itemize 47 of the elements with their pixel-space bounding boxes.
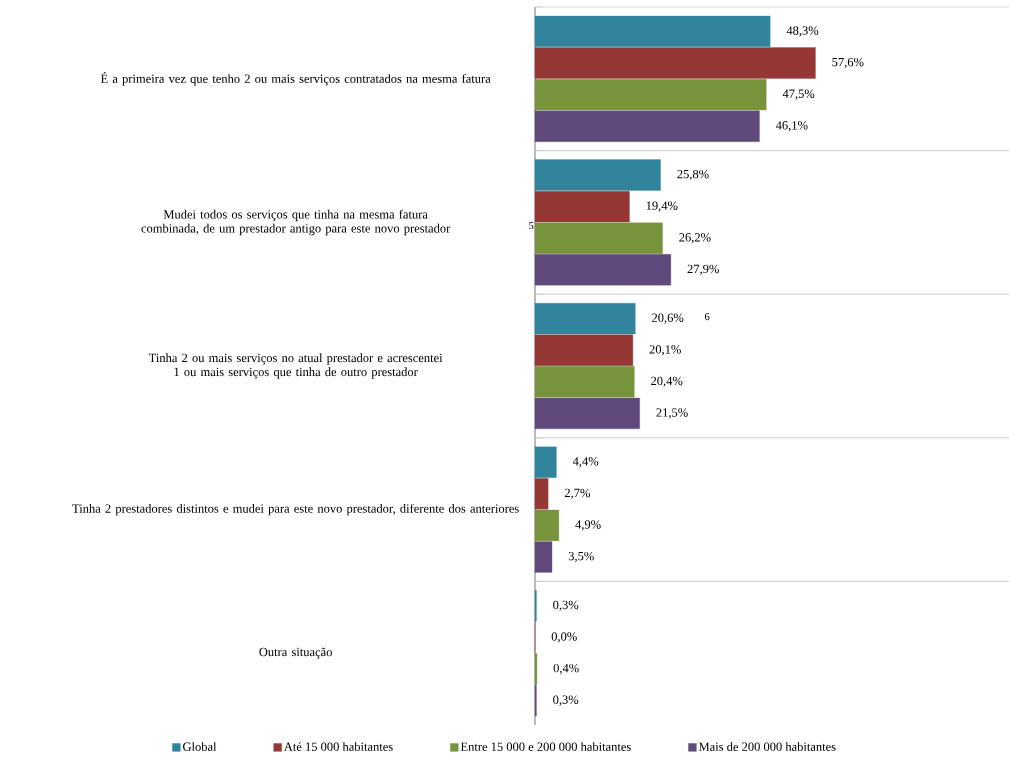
data-label: 26,2%: [679, 233, 711, 244]
legend-label: Entre 15 000 e 200 000 habitantes: [460, 742, 631, 751]
data-label: 20,4%: [651, 376, 683, 387]
bar: [534, 110, 760, 142]
bar: [534, 478, 549, 510]
legend-label: Até 15 000 habitantes: [283, 742, 393, 751]
data-label: 0,3%: [553, 695, 579, 706]
bar: [534, 334, 634, 366]
data-label: 20,6%: [652, 313, 684, 324]
data-label: 57,6%: [832, 57, 864, 69]
data-label: 21,5%: [656, 408, 688, 419]
bar: [534, 397, 640, 429]
data-label: 20,1%: [649, 345, 681, 356]
text: 5: [529, 222, 534, 230]
data-label: 4,4%: [572, 457, 599, 468]
data-label: 4,9%: [575, 520, 601, 531]
data-label: 2,7%: [564, 488, 590, 499]
bar: [534, 79, 767, 111]
bar: [534, 191, 630, 223]
bar: [534, 509, 559, 541]
data-label: 46,1%: [775, 121, 808, 132]
bar: [534, 15, 771, 48]
data-label: 3,5%: [568, 551, 594, 563]
y-tick-label: É a primeira vez que tenho 2 ou mais serviços contratados na mesma fatura: [100, 72, 491, 86]
legend-label: Mais de 200 000 habitantes: [698, 742, 836, 751]
y-tick-label: Tinha 2 prestadores distintos e mudei para este novo prestador, diferente dos anteriores: [72, 503, 519, 516]
data-label: 25,8%: [677, 169, 709, 181]
bar: [534, 254, 671, 286]
y-tick-label: Outra situação: [259, 647, 332, 659]
data-label: 0,4%: [553, 663, 579, 675]
bar: [534, 366, 635, 398]
bar: [534, 159, 661, 191]
bar: [534, 303, 636, 335]
data-label: 48,3%: [786, 26, 819, 37]
y-tick-label: Mudei todos os serviços que tinha na mesma fatura combinada, de um prestador antigo para este novo prestador: [141, 209, 451, 236]
bar: [534, 47, 816, 79]
data-label: 0,0%: [551, 632, 577, 643]
bar: [534, 222, 663, 254]
annotation: 6: [704, 313, 710, 321]
legend-label: Global: [183, 742, 217, 751]
data-label: 47,5%: [782, 89, 815, 100]
bar: [534, 541, 553, 573]
data-label: 0,3%: [553, 600, 579, 611]
data-label: 19,4%: [646, 201, 678, 212]
data-label: 27,9%: [687, 264, 719, 275]
y-tick-label: Tinha 2 ou mais serviços no atual prestador e acrescentei 1 ou mais serviços que tinha de outro prestador: [148, 353, 443, 379]
bar: [534, 446, 557, 478]
